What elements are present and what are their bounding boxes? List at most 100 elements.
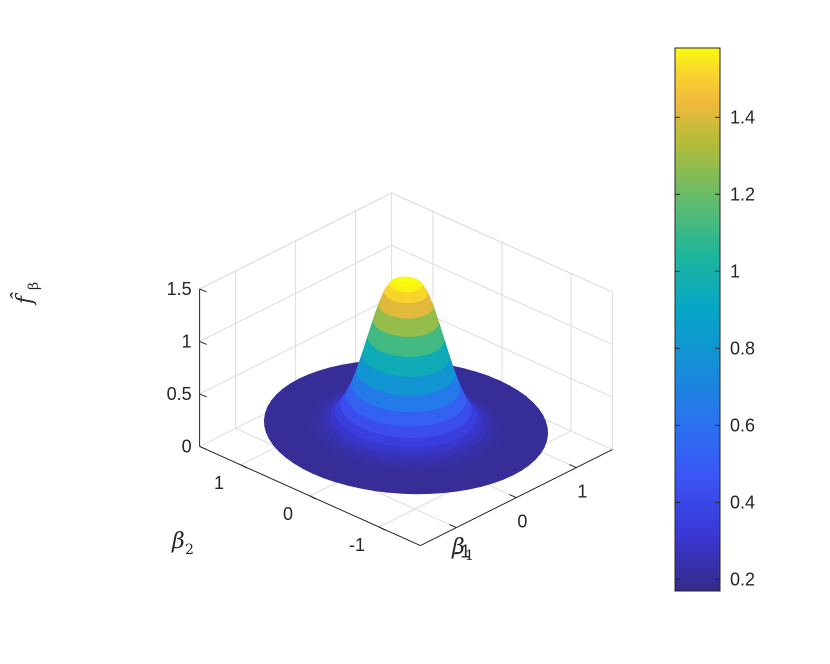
surface-patch	[403, 464, 413, 470]
surface-patch	[405, 284, 408, 288]
surface-patch	[408, 376, 415, 397]
surface-patch	[405, 292, 408, 304]
surface-patch	[291, 420, 298, 427]
y-gridline	[378, 273, 572, 528]
surface-patch	[397, 425, 405, 439]
colorbar: 0.2 0.4 0.6 0.8 1 1.2 1.4	[674, 47, 755, 592]
surface-patch	[398, 395, 405, 413]
x-tick	[509, 494, 517, 499]
z-tick-label: 0.5	[167, 384, 192, 404]
z-tick	[199, 288, 207, 293]
z-tick	[199, 340, 207, 345]
x-gridline	[235, 270, 457, 529]
surface-patch	[296, 420, 304, 427]
y-tick-label: 0	[283, 504, 293, 524]
surface-patch	[393, 394, 401, 413]
surface-patch	[419, 459, 430, 466]
z-axis-label-sub: β	[26, 282, 42, 290]
colorbar-tick-label: 0.2	[730, 569, 755, 589]
x-tick	[449, 524, 457, 529]
z-tick-label: 1.5	[167, 279, 192, 299]
surface-patch	[403, 412, 411, 428]
surface-patch	[411, 460, 421, 466]
x-axis-label: β 1	[451, 535, 474, 564]
surface-patch	[396, 446, 405, 456]
surface-patch	[410, 447, 420, 456]
surface-patch	[536, 427, 543, 435]
surface-patch	[391, 425, 399, 439]
y-tick	[378, 526, 386, 531]
y-axis-label: β 2	[171, 529, 194, 558]
surface-patch	[274, 419, 282, 427]
surface-patch	[525, 427, 532, 435]
surface-patch	[400, 336, 406, 358]
surface-patch	[398, 411, 405, 427]
y-tick-label: 1	[214, 473, 224, 493]
surface-patch	[392, 411, 400, 427]
surface-patch	[400, 356, 406, 378]
surface-patch	[519, 427, 527, 434]
colorbar-tick-label: 1.4	[730, 107, 755, 127]
colorbar-tick-label: 1.2	[730, 184, 755, 204]
surface-patch	[410, 437, 419, 449]
surface-patch	[401, 490, 417, 495]
axes-front: 00.511.5-101-101	[167, 279, 613, 562]
y-tick	[240, 464, 248, 469]
z-axis-label-main: f̂	[11, 291, 38, 306]
surface-patch	[264, 425, 272, 433]
surface-patch	[399, 376, 406, 397]
x-tick-label: -1	[454, 542, 470, 562]
surface-patch	[403, 454, 413, 462]
colorbar-tick-label: 0.8	[730, 338, 755, 358]
z-axis-label: f̂ β	[11, 282, 42, 306]
surface-patch	[401, 318, 406, 338]
surface-patch	[404, 395, 411, 413]
surface-patch	[403, 447, 412, 456]
surface-patch	[417, 446, 427, 456]
y-tick	[309, 495, 317, 500]
colorbar-tick-label: 0.6	[730, 415, 755, 435]
surface-patch	[395, 453, 405, 461]
x-axis-label-sub: 1	[465, 548, 474, 564]
surface-patch	[508, 427, 516, 434]
surface-patch	[412, 468, 423, 473]
surface-patch	[409, 412, 417, 428]
surface-patch	[388, 445, 398, 455]
surface-patch	[418, 454, 428, 461]
surface-patch	[416, 437, 425, 448]
surface-patch	[280, 419, 287, 427]
surface-patch	[404, 356, 410, 378]
x-axis-label-main: β	[451, 535, 465, 560]
surface-patch	[540, 433, 549, 442]
surface-patch	[428, 489, 444, 494]
surface-patch	[409, 395, 416, 413]
surface-patch	[302, 420, 309, 427]
x-tick-label: 0	[517, 512, 527, 532]
surface-patch	[541, 427, 549, 435]
z-tick-label: 1	[182, 331, 192, 351]
z-tick-label: 0	[182, 436, 192, 456]
surface-patch	[404, 376, 410, 397]
colorbar-tick-label: 1	[730, 261, 740, 281]
surface-patch	[408, 356, 414, 378]
colorbar-bar	[674, 47, 721, 592]
z-tick	[199, 393, 207, 398]
surface-patch	[263, 419, 271, 427]
y-axis-label-main: β	[171, 529, 185, 554]
surface-patch	[411, 464, 422, 470]
surface-plot	[263, 276, 549, 495]
surface-patch	[415, 426, 424, 439]
surface-patch	[404, 336, 410, 358]
surface-patch	[403, 426, 411, 439]
surface-patch	[269, 419, 276, 427]
y-tick-label: -1	[349, 535, 365, 555]
surface-patch	[405, 282, 407, 286]
surface-patch	[404, 318, 409, 338]
surface-patch	[410, 454, 421, 462]
surface-patch	[409, 426, 418, 439]
surface-patch	[389, 436, 399, 448]
surface-patch	[404, 303, 409, 320]
x-tick	[569, 464, 577, 469]
surface-patch	[403, 460, 413, 466]
y-axis-label-sub: 2	[185, 542, 194, 558]
